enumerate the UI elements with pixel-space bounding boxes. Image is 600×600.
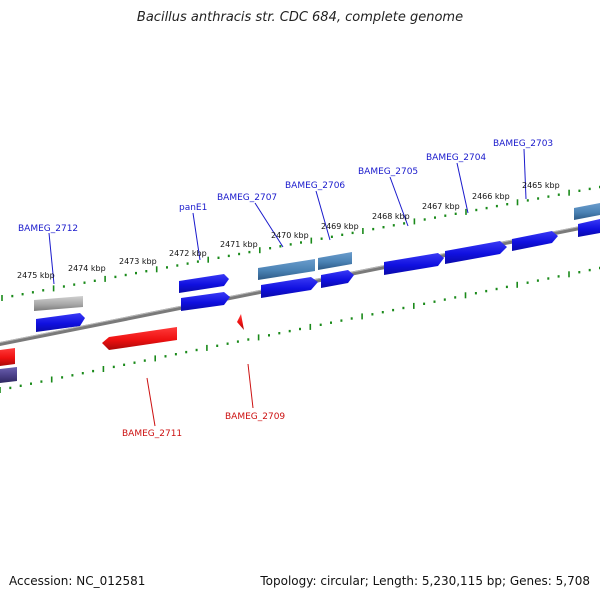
gene-arrow-BAMEG_2707 — [261, 277, 318, 298]
scale-label: 2469 kbp — [321, 222, 359, 231]
gene-label-forward: BAMEG_2707 — [217, 193, 277, 203]
gene-arrow-far-right — [578, 219, 600, 237]
scale-tick-rows — [0, 185, 600, 393]
scale-labels: 2475 kbp 2474 kbp 2473 kbp 2472 kbp 2471… — [17, 181, 560, 280]
gene-label-forward: BAMEG_2703 — [493, 139, 553, 149]
feature-left-edge-purple — [0, 367, 17, 383]
gene-arrow-BAMEG_2709 — [237, 314, 244, 330]
scale-label: 2468 kbp — [372, 212, 410, 221]
feature-gray-block — [34, 296, 83, 311]
gene-arrow-panE1 — [179, 274, 229, 293]
scale-label: 2470 kbp — [271, 231, 309, 240]
gene-arrow-BAMEG_2705 — [384, 253, 444, 275]
map-title: Bacillus anthracis str. CDC 684, complet… — [136, 10, 464, 25]
accession-text: Accession: NC_012581 — [9, 574, 146, 588]
gene-label-forward: BAMEG_2712 — [18, 224, 78, 234]
gene-arrow-BAMEG_2704 — [445, 241, 507, 264]
scale-label: 2475 kbp — [17, 271, 55, 280]
feature-steel-block — [318, 252, 352, 270]
scale-label: 2466 kbp — [472, 192, 510, 201]
scale-label: 2471 kbp — [220, 240, 258, 249]
gene-label-forward: BAMEG_2704 — [426, 153, 486, 163]
gene-label-forward: BAMEG_2705 — [358, 167, 418, 177]
feature-track — [0, 203, 600, 383]
scale-label: 2473 kbp — [119, 257, 157, 266]
gene-arrow-panE1-lower — [181, 292, 230, 311]
gene-label-reverse: BAMEG_2711 — [122, 429, 182, 439]
feature-far-right-steel — [574, 203, 600, 220]
genome-summary-text: Topology: circular; Length: 5,230,115 bp… — [260, 574, 590, 588]
scale-label: 2474 kbp — [68, 264, 106, 273]
gene-label-reverse: BAMEG_2709 — [225, 412, 285, 422]
gene-labels: BAMEG_2712 panE1 BAMEG_2707 BAMEG_2706 B… — [18, 139, 553, 439]
gene-label-forward: BAMEG_2706 — [285, 181, 345, 191]
gene-arrow-BAMEG_2712 — [36, 313, 85, 332]
gene-arrow-BAMEG_2703 — [512, 231, 558, 251]
scale-label: 2467 kbp — [422, 202, 460, 211]
scale-label: 2465 kbp — [522, 181, 560, 190]
gene-arrow-BAMEG_2711 — [102, 327, 177, 350]
label-leaders — [48, 148, 527, 427]
feature-panE1-steel-pair-1 — [258, 259, 315, 280]
gene-arrow-left-edge-red — [0, 348, 15, 366]
gene-label-forward: panE1 — [179, 203, 207, 213]
scale-label: 2472 kbp — [169, 249, 207, 258]
gene-arrow-BAMEG_2706 — [321, 270, 354, 288]
